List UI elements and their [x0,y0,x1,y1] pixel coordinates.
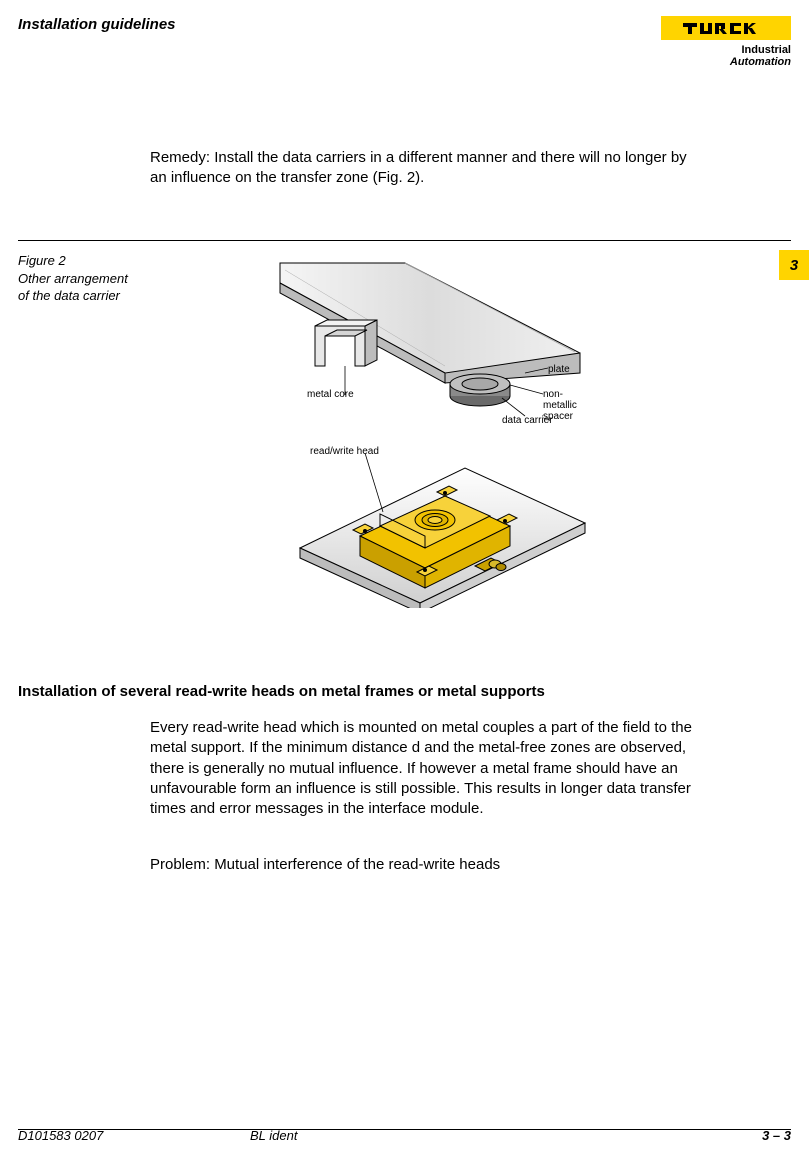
brand-subtitle-2: Automation [661,56,791,68]
divider-top [18,240,791,241]
label-plate: plate [548,364,570,375]
brand-logo: Industrial Automation [661,16,791,68]
section-body: Every read-write head which is mounted o… [150,718,695,819]
label-metal-core: metal core [307,389,354,400]
label-read-write-head: read/write head [310,446,379,457]
figure-diagram: plate non-metallic spacer metal core dat… [265,248,595,608]
intro-text: Remedy: Install the data carriers in a d… [150,148,695,189]
section-tab: 3 [779,250,809,280]
footer-left: D101583 0207 [18,1128,103,1143]
brand-subtitle-1: Industrial [661,44,791,56]
footer-center: BL ident [250,1128,297,1143]
figure-caption: Figure 2 Other arrangement of the data c… [18,252,138,305]
footer-right: 3 – 3 [762,1128,791,1143]
section-heading: Installation of several read-write heads… [18,683,545,700]
label-data-carrier: data carrier [502,415,553,426]
problem-text: Problem: Mutual interference of the read… [150,855,695,875]
brand-logo-bar [661,16,791,40]
footer: D101583 0207 BL ident 3 – 3 [18,1128,791,1152]
